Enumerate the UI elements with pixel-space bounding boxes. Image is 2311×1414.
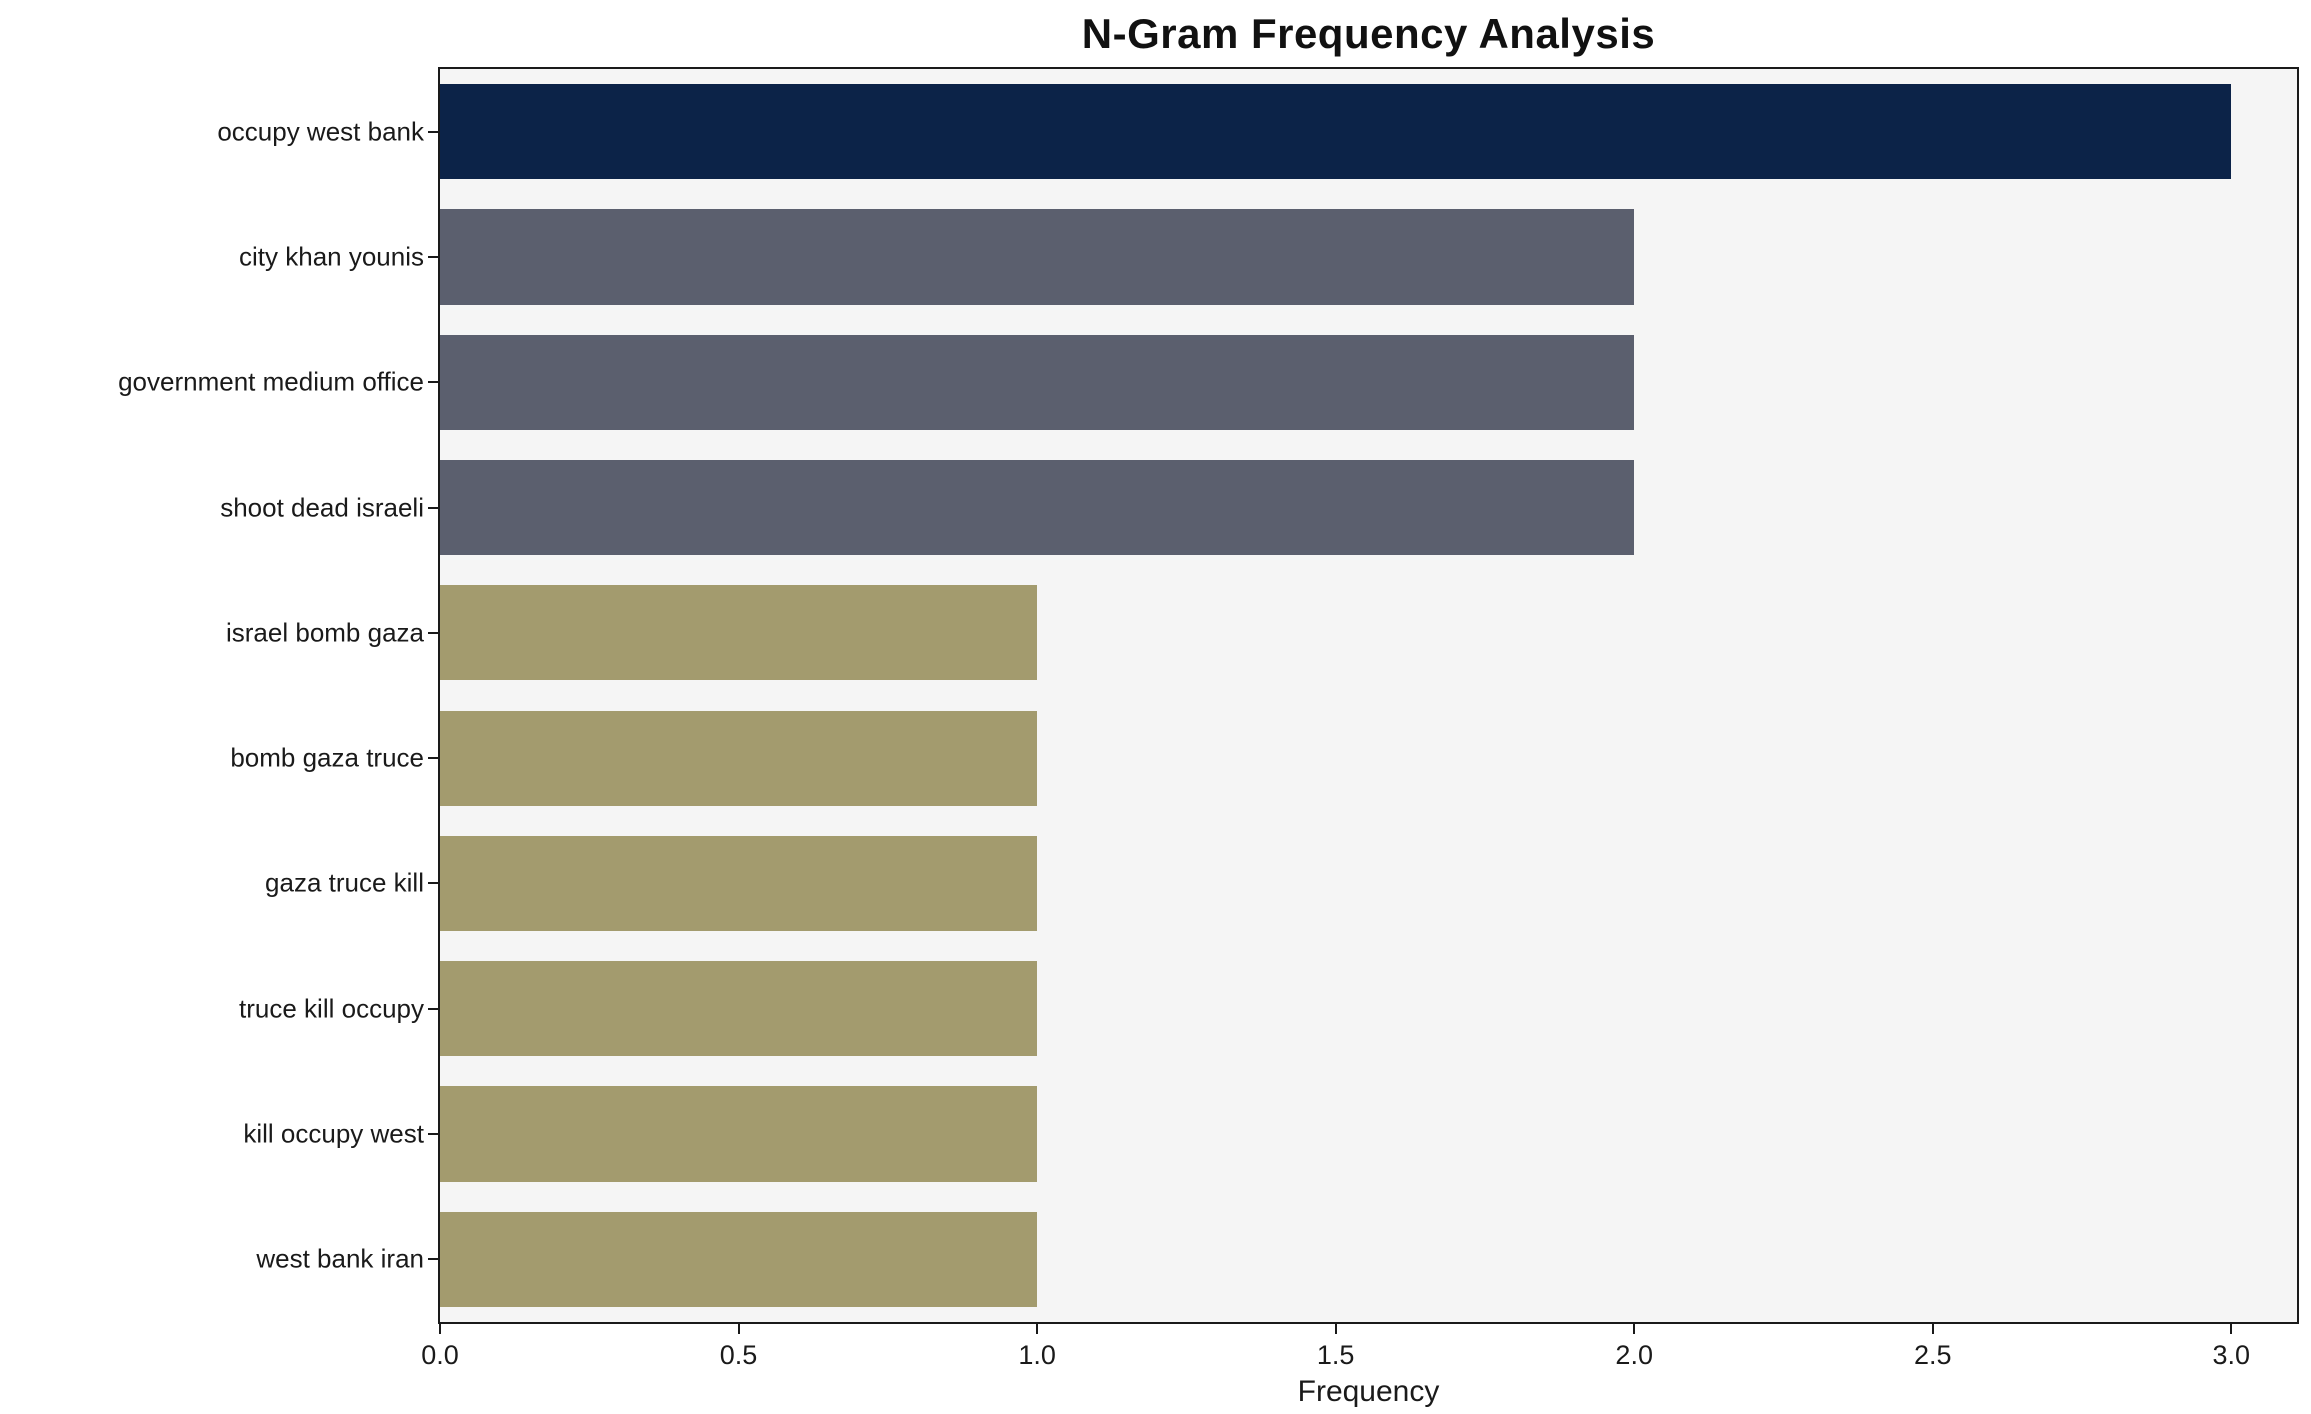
y-tick-label: truce kill occupy	[239, 993, 424, 1024]
y-tick-mark	[428, 757, 438, 760]
x-tick-label: 1.5	[1316, 1340, 1355, 1370]
x-axis-ticks: 0.0 0.5 1.0 1.5 2.0 2.5 3.0	[421, 1324, 2299, 1394]
y-tick-mark	[428, 130, 438, 133]
bar	[440, 835, 1038, 932]
y-axis-ticks	[428, 67, 438, 1324]
bar	[440, 209, 1635, 305]
y-tick-label: kill occupy west	[243, 1118, 424, 1149]
bar	[440, 459, 1635, 556]
y-tick-mark	[428, 1258, 438, 1261]
y-tick-label: gaza truce kill	[265, 867, 424, 898]
y-tick-mark	[428, 1133, 438, 1136]
bar	[440, 710, 1038, 806]
y-tick-mark	[428, 381, 438, 384]
y-tick-mark	[428, 506, 438, 509]
y-tick-label: shoot dead israeli	[220, 492, 424, 523]
y-tick-mark	[428, 882, 438, 885]
bar	[440, 84, 2232, 180]
bar	[440, 334, 1635, 430]
x-tick-mark	[1633, 1324, 1636, 1334]
plot-area	[438, 67, 2299, 1324]
chart-title: N-Gram Frequency Analysis	[1081, 10, 1656, 57]
y-tick-label: city khan younis	[239, 241, 424, 272]
x-tick-label: 3.0	[2212, 1340, 2251, 1370]
y-tick-mark	[428, 631, 438, 634]
x-tick-mark	[1334, 1324, 1337, 1334]
bar	[440, 961, 1038, 1057]
y-tick-label: occupy west bank	[217, 116, 424, 147]
x-tick-mark	[737, 1324, 740, 1334]
y-tick-label: west bank iran	[256, 1243, 424, 1274]
x-tick-label: 1.0	[1018, 1340, 1056, 1370]
x-tick-mark	[1036, 1324, 1039, 1334]
y-tick-label: government medium office	[118, 366, 424, 397]
y-tick-label: israel bomb gaza	[226, 617, 424, 648]
bar	[440, 1211, 1038, 1307]
bar	[440, 1086, 1038, 1182]
x-tick-mark	[2230, 1324, 2233, 1334]
x-tick-label: 0.0	[421, 1340, 459, 1370]
y-tick-label: bomb gaza truce	[230, 742, 424, 773]
y-tick-mark	[428, 1007, 438, 1010]
x-tick-label: 2.0	[1615, 1340, 1653, 1370]
x-tick-mark	[439, 1324, 441, 1334]
x-tick-label: 2.5	[1913, 1340, 1952, 1370]
y-axis-labels: occupy west bank city khan younis governme…	[0, 67, 424, 1324]
x-tick-mark	[1931, 1324, 1934, 1334]
y-tick-mark	[428, 255, 438, 258]
x-axis-label: Frequency	[1297, 1375, 1440, 1408]
bar	[440, 585, 1038, 681]
x-tick-label: 0.5	[719, 1340, 758, 1370]
